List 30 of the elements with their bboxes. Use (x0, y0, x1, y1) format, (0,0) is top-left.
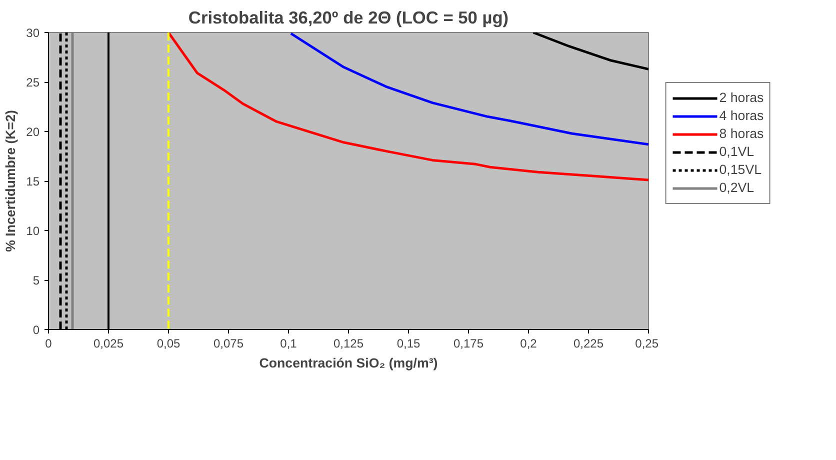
legend-label: 4 horas (719, 108, 764, 123)
x-tick-label: 0,05 (156, 336, 181, 350)
legend-label: 0,1VL (719, 144, 754, 159)
chart-title: Cristobalita 36,20º de 2Θ (LOC = 50 µg) (188, 8, 509, 28)
x-tick-label: 0,15 (396, 336, 421, 350)
y-tick-label: 25 (26, 76, 40, 90)
line-series (532, 32, 648, 70)
y-axis-title: % Incertidumbre (K=2) (3, 110, 18, 252)
x-tick-label: 0,225 (573, 336, 604, 350)
y-tick-label: 10 (26, 224, 40, 238)
legend-label: 8 horas (719, 126, 764, 141)
x-tick-label: 0,025 (93, 336, 124, 350)
legend-label: 2 horas (719, 90, 764, 105)
legend-label: 0,2VL (719, 180, 754, 195)
y-tick-label: 30 (26, 26, 40, 40)
x-tick-label: 0 (45, 336, 52, 350)
x-tick-label: 0,2 (520, 336, 538, 350)
y-tick-label: 5 (32, 274, 40, 288)
x-axis-title: Concentración SiO₂ (mg/m³) (259, 356, 438, 370)
x-tick-label: 0,175 (453, 336, 484, 350)
legend-label: 0,15VL (719, 162, 762, 177)
x-tick-label: 0,25 (635, 336, 659, 350)
x-tick-label: 0,125 (333, 336, 364, 350)
y-tick-label: 15 (26, 174, 40, 188)
line-series (167, 32, 648, 182)
line-series (290, 32, 648, 146)
x-tick-label: 0,075 (213, 336, 244, 350)
y-tick-label: 0 (32, 323, 40, 337)
y-tick-label: 20 (26, 125, 40, 139)
x-tick-label: 0,1 (280, 336, 298, 350)
